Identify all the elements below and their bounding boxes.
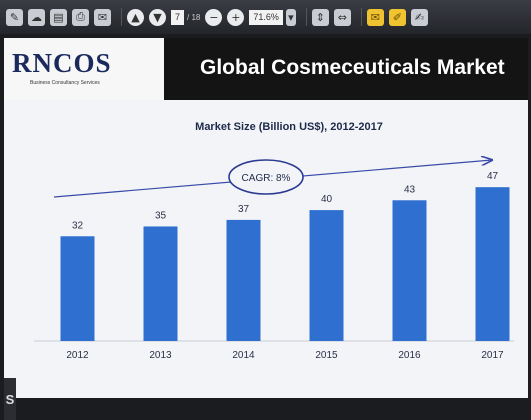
sign-icon[interactable]: ✍ bbox=[410, 8, 428, 26]
cagr-annotation: CAGR: 8% bbox=[242, 173, 291, 184]
cloud-icon[interactable]: ☁ bbox=[28, 8, 45, 26]
fit-width-icon[interactable]: ⇔ bbox=[333, 8, 351, 26]
logo-tagline: Business Consultancy Services bbox=[30, 80, 100, 86]
edit-icon[interactable]: ✎ bbox=[6, 8, 23, 26]
x-tick-label-2015: 2015 bbox=[315, 350, 338, 361]
toolbar-divider bbox=[360, 8, 362, 26]
toolbar-divider bbox=[121, 8, 122, 26]
bar-2017 bbox=[475, 187, 510, 341]
page-total-label: / 18 bbox=[187, 12, 201, 22]
print-icon[interactable]: ⎙ bbox=[72, 8, 89, 26]
email-icon[interactable]: ✉ bbox=[94, 8, 111, 26]
presentation-slide: RNCOS Business Consultancy Services Glob… bbox=[4, 38, 528, 420]
chart-title: Market Size (Billion US$), 2012-2017 bbox=[195, 121, 383, 133]
data-label-2012: 32 bbox=[72, 220, 84, 231]
window-edge-label: S bbox=[4, 378, 16, 420]
zoom-level-input[interactable]: 71.6% bbox=[249, 9, 283, 25]
bar-2014 bbox=[226, 219, 261, 341]
toolbar-divider bbox=[305, 8, 307, 26]
zoom-dropdown-icon[interactable]: ▾ bbox=[285, 8, 296, 26]
bar-2012 bbox=[60, 236, 95, 341]
x-tick-label-2014: 2014 bbox=[232, 350, 255, 361]
x-tick-label-2013: 2013 bbox=[149, 350, 172, 361]
fit-page-icon[interactable]: ⇕ bbox=[311, 8, 329, 26]
comment-icon[interactable]: ✉ bbox=[366, 8, 384, 26]
bar-2016 bbox=[392, 200, 427, 341]
bar-chart: Market Size (Billion US$), 2012-2017 CAG… bbox=[34, 121, 514, 361]
data-label-2013: 35 bbox=[155, 210, 167, 221]
logo-text: RNCOS bbox=[12, 48, 112, 78]
page-up-icon[interactable]: ▲ bbox=[127, 8, 144, 26]
data-label-2015: 40 bbox=[321, 194, 333, 205]
data-label-2017: 47 bbox=[487, 171, 499, 182]
slide-banner: RNCOS Business Consultancy Services Glob… bbox=[4, 38, 528, 100]
viewer-toolbar: ✎ ☁ ▤ ⎙ ✉ ▲ ▼ 7 / 18 − + 71.6% ▾ ⇕ ⇔ ✉ ✐… bbox=[0, 0, 531, 34]
company-logo: RNCOS Business Consultancy Services bbox=[4, 38, 164, 100]
slide-title: Global Cosmeceuticals Market bbox=[200, 56, 505, 79]
x-tick-label-2016: 2016 bbox=[398, 350, 421, 361]
highlight-icon[interactable]: ✐ bbox=[388, 8, 406, 26]
cagr-callout-ellipse bbox=[228, 159, 304, 195]
page-down-icon[interactable]: ▼ bbox=[149, 8, 166, 26]
zoom-in-icon[interactable]: + bbox=[227, 8, 245, 26]
save-icon[interactable]: ▤ bbox=[50, 8, 67, 26]
data-label-2016: 43 bbox=[404, 184, 416, 195]
data-label-2014: 37 bbox=[238, 204, 250, 215]
zoom-out-icon[interactable]: − bbox=[205, 8, 223, 26]
page-number-input[interactable]: 7 bbox=[171, 9, 185, 25]
bar-2013 bbox=[143, 226, 178, 341]
x-tick-label-2017: 2017 bbox=[481, 350, 504, 361]
bar-2015 bbox=[309, 210, 344, 341]
x-tick-label-2012: 2012 bbox=[66, 350, 89, 361]
